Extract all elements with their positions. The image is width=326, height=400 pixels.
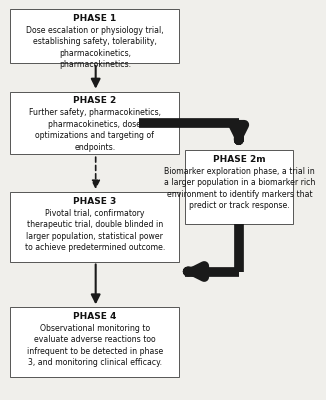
Text: PHASE 2m: PHASE 2m (213, 155, 266, 164)
Text: PHASE 3: PHASE 3 (73, 197, 117, 206)
Text: Pivotal trial, confirmatory
therapeutic trial, double blinded in
larger populati: Pivotal trial, confirmatory therapeutic … (25, 209, 165, 252)
Text: Biomarker exploration phase, a trial in
a larger population in a biomarker rich
: Biomarker exploration phase, a trial in … (164, 167, 315, 210)
Text: PHASE 1: PHASE 1 (73, 14, 117, 23)
Text: Further safety, pharmacokinetics,
pharmacokinetics, dose
optimizations and targe: Further safety, pharmacokinetics, pharma… (29, 108, 161, 152)
FancyBboxPatch shape (10, 192, 180, 262)
FancyBboxPatch shape (10, 92, 180, 154)
Text: PHASE 2: PHASE 2 (73, 96, 117, 105)
FancyBboxPatch shape (10, 307, 180, 377)
FancyBboxPatch shape (185, 150, 293, 224)
Text: PHASE 4: PHASE 4 (73, 312, 117, 321)
Text: Dose escalation or physiology trial,
establishing safety, tolerability,
pharmaco: Dose escalation or physiology trial, est… (26, 26, 164, 69)
Text: Observational monitoring to
evaluate adverse reactions too
infrequent to be dete: Observational monitoring to evaluate adv… (27, 324, 163, 367)
FancyBboxPatch shape (10, 9, 180, 63)
